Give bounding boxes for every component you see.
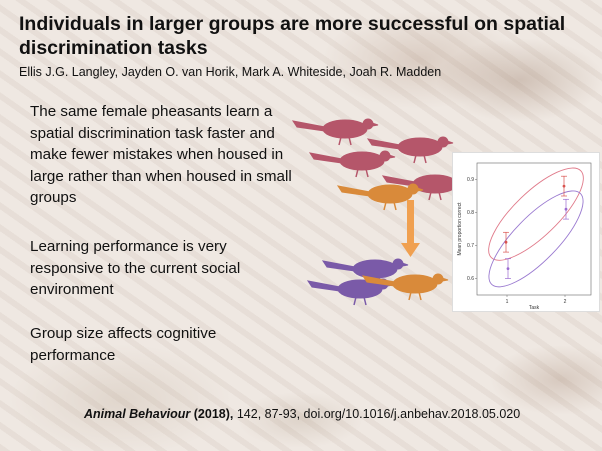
data-point	[504, 240, 508, 244]
arrow-down-icon	[401, 200, 420, 257]
plot-frame	[476, 162, 592, 296]
confidence-ellipse	[488, 190, 584, 288]
bullet-point-2: Learning performance is very responsive …	[30, 238, 241, 298]
pheasant-illustration	[292, 118, 460, 306]
results-chart: 0.6 0.7 0.8 0.9 1 2 Task Mean proportion corr…	[452, 152, 600, 312]
citation-year: (2018),	[190, 407, 237, 421]
bullet-point-1: The same female pheasants learn a spatia…	[30, 103, 292, 206]
citation: Animal Behaviour (2018), 142, 87-93, doi…	[84, 407, 520, 421]
data-point	[506, 267, 510, 270]
slide-title: Individuals in larger groups are more su…	[19, 13, 566, 59]
y-tick-label: 0.6	[467, 276, 474, 282]
author-list: Ellis J.G. Langley, Jayden O. van Horik,…	[19, 65, 442, 79]
journal-name: Animal Behaviour	[84, 407, 191, 421]
data-point	[564, 207, 568, 211]
results-chart-svg: 0.6 0.7 0.8 0.9 1 2 Task Mean proportion corr…	[457, 162, 592, 311]
citation-details: 142, 87-93, doi.org/10.1016/j.anbehav.20…	[236, 407, 521, 421]
y-axis-label: Mean proportion correct	[457, 202, 463, 256]
y-tick-label: 0.7	[467, 243, 474, 249]
confidence-ellipse	[488, 167, 584, 261]
y-tick-label: 0.9	[467, 177, 474, 183]
y-tick-label: 0.8	[467, 210, 474, 216]
x-tick-label: 2	[564, 299, 567, 305]
bullet-point-3: Group size affects cognitive performance	[30, 325, 217, 364]
x-tick-label: 1	[506, 299, 509, 305]
data-point	[562, 184, 566, 188]
x-axis-label: Task	[529, 305, 540, 311]
